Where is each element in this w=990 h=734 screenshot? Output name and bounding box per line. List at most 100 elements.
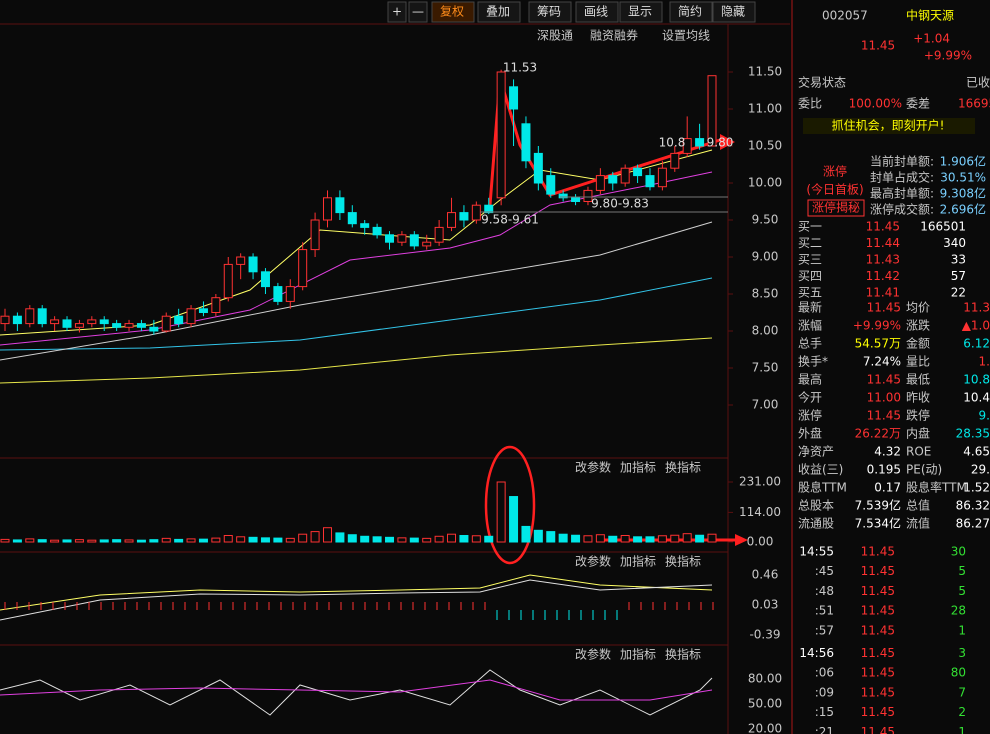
volume-bar xyxy=(25,538,35,543)
toolbar-button[interactable] xyxy=(387,1,407,23)
panel-button[interactable]: 改参数 xyxy=(575,554,611,569)
y-tick-label: 10.00 xyxy=(748,176,782,190)
panel-button[interactable]: 换指标 xyxy=(665,554,701,569)
candle-body xyxy=(112,323,122,328)
candle-body xyxy=(695,138,705,147)
toolbar-button[interactable] xyxy=(575,1,619,23)
label: 收益(三) xyxy=(798,463,843,477)
label: 6.12 xyxy=(963,337,990,351)
volume-bar xyxy=(124,539,134,543)
price-note: 9.80 xyxy=(707,136,734,150)
toolbar-label[interactable]: 筹码 xyxy=(537,5,561,19)
volume-bar xyxy=(322,527,332,543)
candle-body xyxy=(37,308,47,325)
toolbar-link[interactable]: 设置均线 xyxy=(662,29,710,43)
toolbar-label[interactable]: 画线 xyxy=(584,5,608,19)
label: 4.65 xyxy=(963,445,990,459)
label: 54.57万 xyxy=(855,337,901,351)
label: 11.45 xyxy=(861,564,895,578)
label: 5 xyxy=(958,584,966,598)
label: :15 xyxy=(815,705,834,719)
toolbar-link[interactable]: 融资融券 xyxy=(590,28,638,43)
volume-bar xyxy=(260,537,270,543)
label: 当前封单额: xyxy=(870,154,934,169)
label: 10.8 xyxy=(963,373,990,387)
volume-bar xyxy=(434,535,444,543)
label: 7.534亿 xyxy=(855,516,901,531)
status-value: 已收 xyxy=(966,76,990,90)
macd-line xyxy=(0,579,713,621)
label: 涨停 xyxy=(823,164,847,179)
toolbar-button[interactable] xyxy=(528,1,572,23)
label: 11.45 xyxy=(867,409,901,423)
candle-body xyxy=(99,319,109,325)
label: 14:55 xyxy=(799,545,834,559)
toolbar-label[interactable]: 隐藏 xyxy=(721,5,745,19)
label: 29. xyxy=(971,463,990,477)
volume-bar xyxy=(471,535,481,543)
panel-button[interactable]: 换指标 xyxy=(665,647,701,662)
label: ROE xyxy=(906,445,931,459)
toolbar-button[interactable] xyxy=(431,1,475,23)
toolbar-label[interactable]: 叠加 xyxy=(486,5,510,19)
panel-button[interactable]: 加指标 xyxy=(620,554,656,569)
label: 0.17 xyxy=(874,481,901,495)
volume-bar xyxy=(397,537,407,543)
volume-bar xyxy=(198,538,208,543)
label: 100.00% xyxy=(849,97,902,111)
volume-bar xyxy=(347,534,357,543)
toolbar-button[interactable] xyxy=(477,1,521,23)
panel-button[interactable]: 加指标 xyxy=(620,460,656,475)
ad-link[interactable]: 抓住机会，即刻开户! xyxy=(832,118,945,133)
label: 跌停 xyxy=(906,408,930,423)
label: 340 xyxy=(943,236,966,250)
candle-body xyxy=(657,167,667,188)
ma-line xyxy=(0,221,713,361)
toolbar-label[interactable]: 复权 xyxy=(440,5,464,19)
label: 11.45 xyxy=(867,373,901,387)
y-tick-label: 0.03 xyxy=(752,598,779,612)
toolbar-label[interactable]: 简约 xyxy=(678,4,702,19)
candle-body xyxy=(670,152,680,169)
candle-body xyxy=(509,86,519,110)
toolbar-button[interactable] xyxy=(408,1,428,23)
label: 28.35 xyxy=(956,427,990,441)
candle-body xyxy=(161,315,171,332)
candle-body xyxy=(372,226,382,236)
panel-button[interactable]: 改参数 xyxy=(575,460,611,475)
candle-body xyxy=(149,326,159,332)
label: 1 xyxy=(958,623,966,637)
y-tick-label: 0.46 xyxy=(752,568,779,582)
y-tick-label: 20.00 xyxy=(748,722,782,734)
volume-bar xyxy=(174,538,184,543)
toolbar-button[interactable] xyxy=(712,1,756,23)
price-note: 11.53 xyxy=(503,61,537,75)
toolbar-label[interactable]: — xyxy=(412,5,424,19)
y-tick-label: 50.00 xyxy=(748,697,782,711)
panel-button[interactable]: 换指标 xyxy=(665,460,701,475)
label: :09 xyxy=(815,685,834,699)
toolbar-button[interactable] xyxy=(669,1,713,23)
toolbar-button[interactable] xyxy=(619,1,663,23)
label: 均价 xyxy=(906,301,930,315)
label: 0.195 xyxy=(867,463,901,477)
toolbar-label[interactable]: + xyxy=(392,5,402,19)
label: 10.4 xyxy=(963,391,990,405)
label: :48 xyxy=(815,584,834,598)
price-note: 9.58-9.61 xyxy=(481,213,539,227)
toolbar-label[interactable]: 显示 xyxy=(628,5,652,19)
ma-line xyxy=(0,171,713,346)
volume-bar xyxy=(285,537,295,543)
toolbar-link[interactable]: 深股通 xyxy=(537,29,573,43)
panel-button[interactable]: 加指标 xyxy=(620,647,656,662)
label: 股息率TTM xyxy=(906,480,967,495)
label: 总值 xyxy=(906,498,930,513)
candle-body xyxy=(682,138,692,154)
panel-button[interactable]: 改参数 xyxy=(575,647,611,662)
candle-body xyxy=(186,308,196,325)
label: 11.45 xyxy=(861,584,895,598)
volume-bar xyxy=(310,531,320,543)
volume-bar xyxy=(12,539,22,543)
label: 86.27 xyxy=(956,517,990,531)
volume-bar xyxy=(372,536,382,543)
